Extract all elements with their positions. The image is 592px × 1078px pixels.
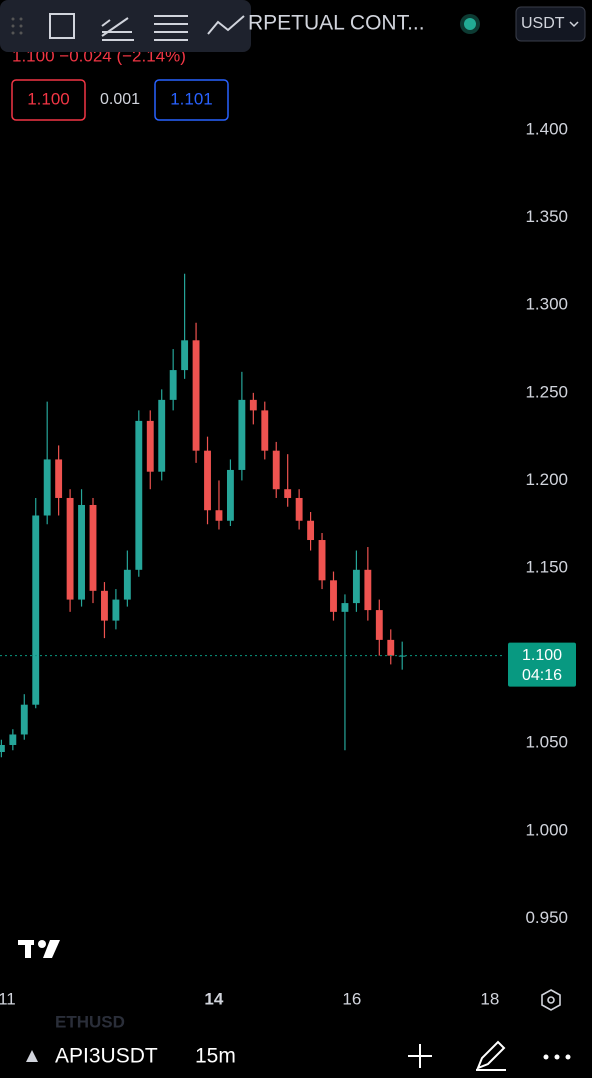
- candle-body: [55, 459, 63, 498]
- hexagon-dot: [547, 996, 555, 1004]
- candle-body: [181, 340, 189, 371]
- candle-body: [261, 410, 269, 451]
- candle-body: [215, 510, 223, 521]
- y-tick-label: 0.950: [525, 908, 568, 927]
- countdown: 04:16: [522, 667, 562, 684]
- candle-body: [43, 459, 51, 516]
- candle-body: [169, 370, 177, 400]
- y-tick-label: 1.400: [525, 120, 568, 139]
- more-button[interactable]: [543, 1054, 571, 1060]
- buy-box: [154, 79, 229, 121]
- status-dot: [464, 18, 476, 30]
- toolbar-bg: [0, 0, 251, 52]
- spread: 0.001: [100, 91, 140, 108]
- toolbar-icons[interactable]: [49, 13, 245, 41]
- candle-body: [20, 704, 28, 735]
- candle-body: [123, 569, 131, 600]
- buy-price: 1.101: [170, 89, 213, 108]
- candle-body: [352, 569, 360, 604]
- candle-body: [238, 399, 246, 470]
- sell-price: 1.100: [27, 89, 70, 108]
- x-tick-label: 11: [0, 989, 16, 1008]
- candle-body: [146, 420, 154, 472]
- candle-body: [0, 744, 5, 752]
- candle-body: [341, 603, 349, 612]
- candle-body: [284, 489, 292, 498]
- settings-icon[interactable]: [541, 989, 561, 1011]
- candle-body: [272, 450, 280, 490]
- buy-button[interactable]: 1.101: [154, 79, 229, 121]
- last-price-box: [508, 642, 576, 687]
- drag-handle: [11, 17, 23, 35]
- chevron: [569, 21, 579, 28]
- ghost-symbol: ETHUSD: [55, 1012, 125, 1031]
- candle-body: [318, 540, 326, 581]
- candle-body: [78, 504, 85, 600]
- plot: 0.950 1.000 1.050 1.100 1.150 1.200 1.250 1.300…: [0, 120, 576, 1008]
- y-tick-label: 1.000: [525, 820, 568, 839]
- currency-box: [515, 6, 586, 42]
- interval[interactable]: 15m: [195, 1045, 236, 1068]
- candle-body: [398, 655, 406, 657]
- candle-body: [295, 497, 303, 521]
- symbol[interactable]: API3USDT: [55, 1045, 158, 1068]
- last-price-label: 1.100: [522, 647, 562, 664]
- sell-button[interactable]: 1.100: [11, 79, 86, 121]
- hexagon: [541, 989, 561, 1011]
- candle-body: [101, 590, 108, 621]
- candle-body: [112, 599, 120, 621]
- currency: USDT: [521, 15, 565, 32]
- tv-logo: [18, 940, 60, 958]
- candle-body: [249, 399, 257, 411]
- candle-body: [387, 639, 395, 656]
- symbol-icon: [26, 1050, 38, 1062]
- candle-body: [192, 340, 200, 451]
- x-tick-label: 18: [480, 989, 499, 1008]
- candle-body: [330, 580, 337, 612]
- y-tick-label: 1.050: [525, 733, 568, 752]
- candle-body: [226, 469, 234, 521]
- candle-body: [364, 569, 372, 611]
- currency-select[interactable]: USDT: [515, 6, 586, 42]
- candle-body: [89, 504, 97, 591]
- candle-body: [66, 497, 74, 600]
- candle-body: [307, 520, 315, 541]
- candle-body: [135, 420, 143, 570]
- y-tick-label: 1.200: [525, 470, 568, 489]
- candle-body: [204, 450, 211, 511]
- add-button[interactable]: [408, 1044, 432, 1068]
- y-tick-label: 1.300: [525, 295, 568, 314]
- x-tick-label: 14: [204, 989, 223, 1008]
- sell-box: [11, 79, 86, 121]
- candle-body: [158, 399, 166, 472]
- y-tick-label: 1.250: [525, 382, 568, 401]
- x-tick-label: 16: [342, 989, 361, 1008]
- candle-body: [9, 734, 17, 745]
- drawing-toolbar[interactable]: [0, 0, 251, 52]
- y-tick-label: 1.150: [525, 558, 568, 577]
- candle-body: [32, 515, 40, 705]
- draw-button[interactable]: [476, 1040, 506, 1071]
- symbol-title: RPETUAL CONT...: [248, 12, 425, 35]
- candle-body: [375, 610, 383, 640]
- y-tick-label: 1.350: [525, 207, 568, 226]
